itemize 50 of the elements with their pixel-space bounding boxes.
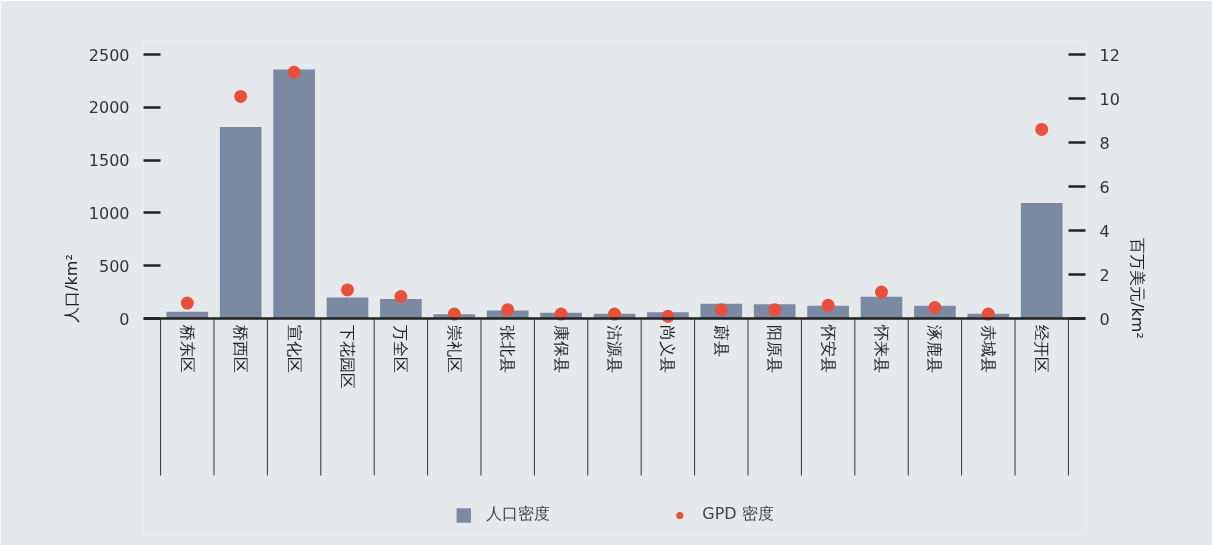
point	[501, 303, 515, 317]
point	[287, 65, 301, 79]
y-tick-label: 1000	[88, 203, 130, 223]
x-tick-label: 怀安县	[818, 324, 838, 374]
x-tick-label: 蔚县	[711, 325, 731, 358]
legend-label: GPD 密度	[702, 504, 774, 525]
x-tick-label: 怀来县	[872, 324, 892, 374]
y-tick-label: 2500	[88, 45, 130, 65]
y2-tick-label: 4	[1099, 221, 1110, 241]
point	[821, 298, 835, 312]
y-tick-label: 500	[98, 256, 130, 276]
point	[340, 283, 354, 297]
bar	[273, 69, 315, 319]
bar	[1020, 202, 1063, 319]
legend-label: 人口密度	[486, 504, 551, 525]
bar	[219, 126, 262, 319]
x-tick-label: 万全区	[391, 325, 411, 374]
bar	[860, 296, 903, 319]
y-tick-label: 1500	[88, 151, 130, 171]
x-tick-label: 赤城县	[978, 325, 998, 374]
y2-tick-label: 8	[1099, 133, 1110, 153]
y2-tick-label: 6	[1099, 177, 1110, 197]
y-tick-label: 2000	[88, 98, 130, 118]
y2-tick-label: 0	[1099, 309, 1110, 329]
y2-tick-label: 10	[1099, 89, 1120, 109]
x-tick-label: 经开区	[1032, 325, 1052, 374]
x-tick-label: 涿鹿县	[925, 325, 945, 374]
x-tick-label: 尚义县	[658, 325, 678, 374]
x-tick-label: 阳原县	[765, 325, 785, 374]
bar	[326, 297, 369, 319]
point	[234, 89, 248, 103]
point	[180, 296, 194, 310]
point	[394, 290, 408, 303]
y2-tick-label: 2	[1099, 265, 1110, 285]
y2-tick-label: 12	[1099, 45, 1120, 65]
point	[1035, 122, 1049, 136]
y2-axis-title: 百万美元/km²	[1127, 238, 1147, 339]
x-tick-label: 宣化区	[284, 325, 304, 374]
x-tick-label: 桥西区	[231, 324, 251, 374]
point	[768, 303, 782, 317]
point	[928, 301, 942, 314]
y-tick-label: 0	[119, 309, 130, 329]
x-tick-label: 康保县	[551, 325, 571, 374]
point	[875, 285, 889, 299]
x-tick-label: 张北县	[498, 325, 518, 374]
x-tick-label: 下花园区	[337, 325, 357, 390]
x-tick-label: 桥东区	[177, 324, 197, 374]
x-tick-label: 崇礼区	[444, 325, 464, 374]
x-tick-label: 沽源县	[605, 325, 624, 374]
y-axis-title: 人口/km²	[61, 254, 81, 323]
